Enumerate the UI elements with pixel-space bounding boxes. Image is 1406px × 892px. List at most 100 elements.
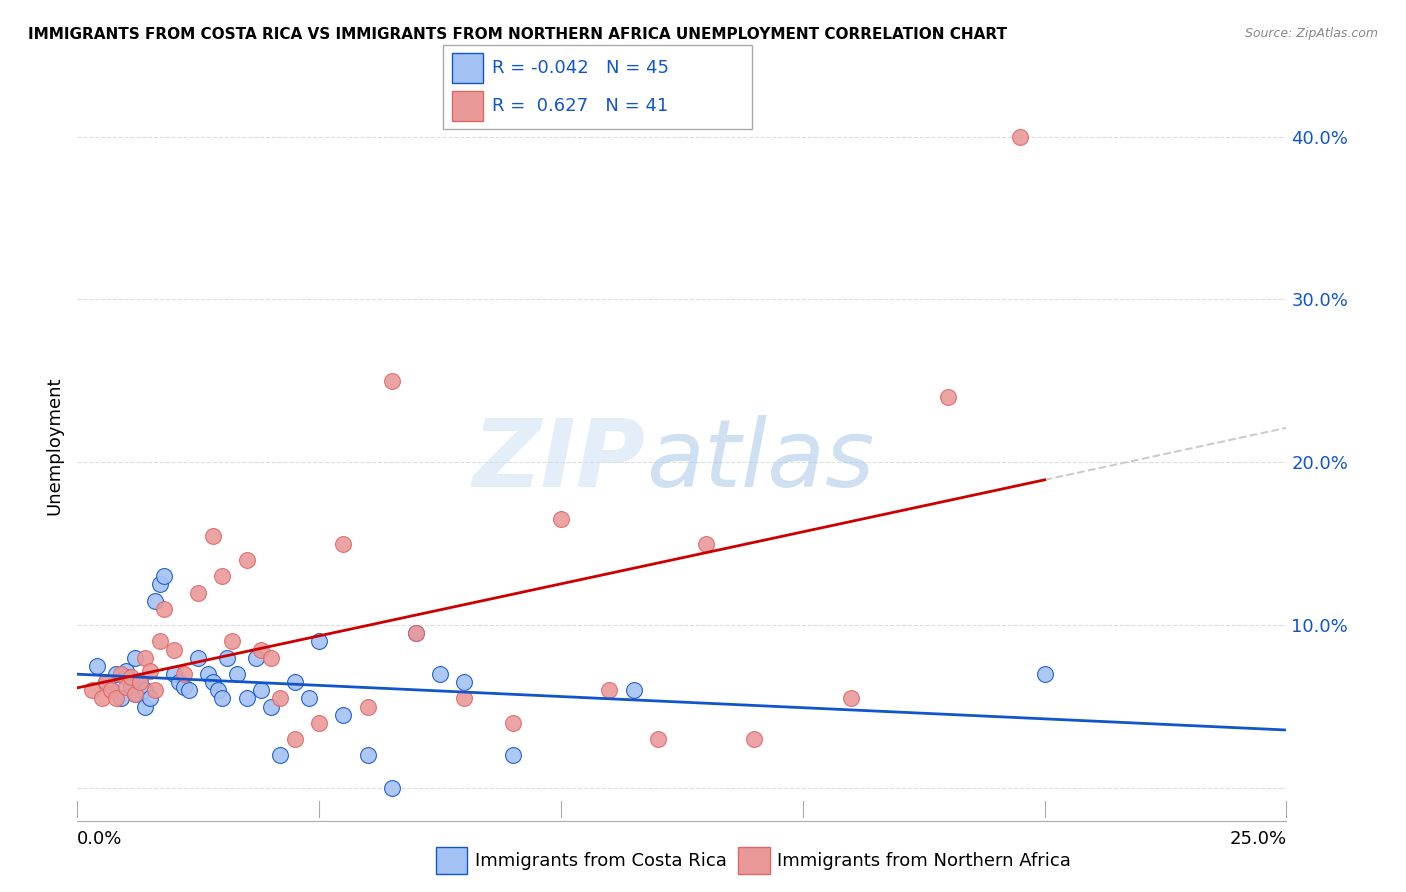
Point [1010, 129, 1032, 144]
Point [120, 680, 142, 694]
Bar [453, 91, 484, 120]
Bar [738, 847, 770, 874]
Point [284, 675, 307, 690]
Point [502, 715, 524, 730]
Point [124, 650, 146, 665]
Point [502, 748, 524, 763]
Point [405, 626, 427, 640]
Point [356, 748, 378, 763]
Point [129, 675, 152, 690]
Point [167, 675, 190, 690]
Point [647, 732, 669, 747]
Point [332, 707, 354, 722]
Point [269, 748, 291, 763]
Point [114, 664, 136, 678]
Point [134, 699, 156, 714]
Point [114, 670, 136, 684]
Point [90, 691, 112, 706]
Bar [453, 54, 484, 83]
Point [211, 691, 233, 706]
Text: ZIP: ZIP [472, 415, 645, 507]
Point [269, 691, 291, 706]
Point [260, 650, 283, 665]
Text: R =  0.627   N = 41: R = 0.627 N = 41 [492, 97, 669, 115]
Point [298, 691, 321, 706]
Bar [436, 847, 467, 874]
Point [211, 569, 233, 583]
Point [623, 683, 645, 698]
Point [173, 667, 195, 681]
Point [284, 732, 307, 747]
Point [1033, 667, 1056, 681]
Text: R = -0.042   N = 45: R = -0.042 N = 45 [492, 59, 669, 77]
Point [250, 642, 273, 657]
Point [80, 683, 103, 698]
Point [134, 650, 156, 665]
Point [100, 683, 122, 698]
Point [201, 528, 224, 542]
Text: Immigrants from Costa Rica: Immigrants from Costa Rica [475, 852, 727, 870]
Point [105, 667, 128, 681]
FancyBboxPatch shape [443, 45, 752, 129]
Point [550, 512, 572, 526]
Point [453, 691, 475, 706]
Point [405, 626, 427, 640]
Point [381, 780, 404, 795]
Point [217, 650, 239, 665]
Text: 0.0%: 0.0% [77, 830, 122, 848]
Point [177, 683, 200, 698]
Point [124, 687, 146, 701]
Text: atlas: atlas [645, 416, 875, 507]
Point [308, 715, 330, 730]
Y-axis label: Unemployment: Unemployment [45, 376, 63, 516]
Text: Immigrants from Northern Africa: Immigrants from Northern Africa [778, 852, 1071, 870]
Point [245, 650, 267, 665]
Point [148, 577, 170, 591]
Point [197, 667, 219, 681]
Point [139, 691, 162, 706]
Point [332, 537, 354, 551]
Point [105, 691, 128, 706]
Text: Source: ZipAtlas.com: Source: ZipAtlas.com [1244, 27, 1378, 40]
Point [100, 683, 122, 698]
Point [221, 634, 243, 648]
Point [201, 675, 224, 690]
Point [226, 667, 249, 681]
Point [148, 634, 170, 648]
Point [163, 642, 186, 657]
Point [839, 691, 862, 706]
Text: IMMIGRANTS FROM COSTA RICA VS IMMIGRANTS FROM NORTHERN AFRICA UNEMPLOYMENT CORRE: IMMIGRANTS FROM COSTA RICA VS IMMIGRANTS… [28, 27, 1007, 42]
Point [143, 683, 166, 698]
Point [936, 390, 959, 404]
Point [453, 675, 475, 690]
Point [96, 675, 118, 690]
Point [153, 569, 176, 583]
Point [124, 687, 146, 701]
Point [163, 667, 186, 681]
Text: 25.0%: 25.0% [1229, 830, 1286, 848]
Point [381, 374, 404, 388]
Point [110, 667, 132, 681]
Point [235, 691, 257, 706]
Point [187, 585, 209, 599]
Point [260, 699, 283, 714]
Point [250, 683, 273, 698]
Point [429, 667, 451, 681]
Point [356, 699, 378, 714]
Point [695, 537, 717, 551]
Point [86, 659, 108, 673]
Point [96, 675, 118, 690]
Point [134, 683, 156, 698]
Point [173, 680, 195, 694]
Point [308, 634, 330, 648]
Point [110, 691, 132, 706]
Point [187, 650, 209, 665]
Point [744, 732, 766, 747]
Point [120, 670, 142, 684]
Point [235, 553, 257, 567]
Point [143, 593, 166, 607]
Point [114, 680, 136, 694]
Point [139, 664, 162, 678]
Point [153, 602, 176, 616]
Point [129, 675, 152, 690]
